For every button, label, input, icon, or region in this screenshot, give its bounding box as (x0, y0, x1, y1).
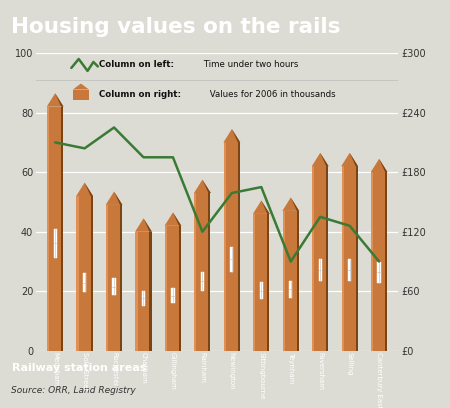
Polygon shape (379, 159, 387, 172)
Text: Time under two hours: Time under two hours (201, 60, 298, 69)
Polygon shape (76, 183, 93, 196)
Polygon shape (312, 153, 328, 166)
Polygon shape (47, 93, 63, 106)
Polygon shape (261, 200, 270, 214)
Bar (165, 226, 167, 351)
Text: Column on left:: Column on left: (99, 60, 174, 69)
Bar (83, 273, 86, 292)
Bar (371, 172, 373, 351)
Text: Column on right:: Column on right: (99, 90, 181, 99)
Polygon shape (202, 180, 211, 193)
Bar (253, 214, 255, 351)
Polygon shape (232, 129, 240, 142)
Bar (47, 106, 63, 351)
Polygon shape (350, 153, 358, 166)
Bar (106, 205, 108, 351)
Polygon shape (320, 153, 328, 166)
Bar (267, 214, 270, 351)
Bar (165, 226, 181, 351)
Bar (283, 211, 285, 351)
Bar (297, 211, 299, 351)
Bar (224, 142, 226, 351)
Text: Values for 2006 in thousands: Values for 2006 in thousands (207, 90, 335, 99)
Bar (201, 272, 204, 291)
Bar (356, 166, 358, 351)
Bar (312, 166, 328, 351)
Bar (76, 196, 93, 351)
Bar (135, 232, 152, 351)
Bar (326, 166, 328, 351)
Bar (106, 205, 122, 351)
Polygon shape (291, 197, 299, 211)
Polygon shape (253, 200, 270, 214)
Bar (253, 214, 270, 351)
Polygon shape (371, 159, 387, 172)
Bar (283, 211, 299, 351)
Bar (171, 288, 175, 303)
Polygon shape (165, 213, 181, 226)
Bar (230, 246, 234, 272)
Bar (194, 193, 211, 351)
Polygon shape (194, 180, 211, 193)
Text: Railway station areas: Railway station areas (12, 363, 146, 373)
Polygon shape (135, 218, 152, 232)
Bar (194, 193, 196, 351)
Bar (179, 226, 181, 351)
Bar (238, 142, 240, 351)
Bar (54, 229, 57, 258)
Bar (149, 232, 152, 351)
Bar (90, 196, 93, 351)
Bar (289, 281, 292, 298)
Bar (312, 166, 314, 351)
Bar (142, 291, 145, 306)
Bar (342, 166, 344, 351)
Bar (371, 172, 387, 351)
Polygon shape (106, 191, 122, 205)
Bar (319, 259, 322, 281)
Text: Housing values on the rails: Housing values on the rails (11, 16, 341, 37)
Bar (135, 232, 138, 351)
Polygon shape (114, 191, 122, 205)
Bar (224, 142, 240, 351)
Text: Source: ORR, Land Registry: Source: ORR, Land Registry (11, 386, 136, 395)
Bar (385, 172, 387, 351)
Polygon shape (282, 197, 299, 211)
Bar (73, 89, 89, 100)
Bar (260, 282, 263, 299)
Bar (61, 106, 63, 351)
Polygon shape (224, 129, 240, 142)
Polygon shape (73, 84, 89, 89)
Bar (76, 196, 79, 351)
Bar (47, 106, 49, 351)
Polygon shape (55, 93, 63, 106)
Bar (120, 205, 122, 351)
Polygon shape (173, 213, 181, 226)
Bar (348, 259, 351, 281)
Polygon shape (144, 218, 152, 232)
Polygon shape (341, 153, 358, 166)
Bar (112, 278, 116, 295)
Bar (378, 262, 381, 283)
Bar (208, 193, 211, 351)
Polygon shape (85, 183, 93, 196)
Bar (342, 166, 358, 351)
